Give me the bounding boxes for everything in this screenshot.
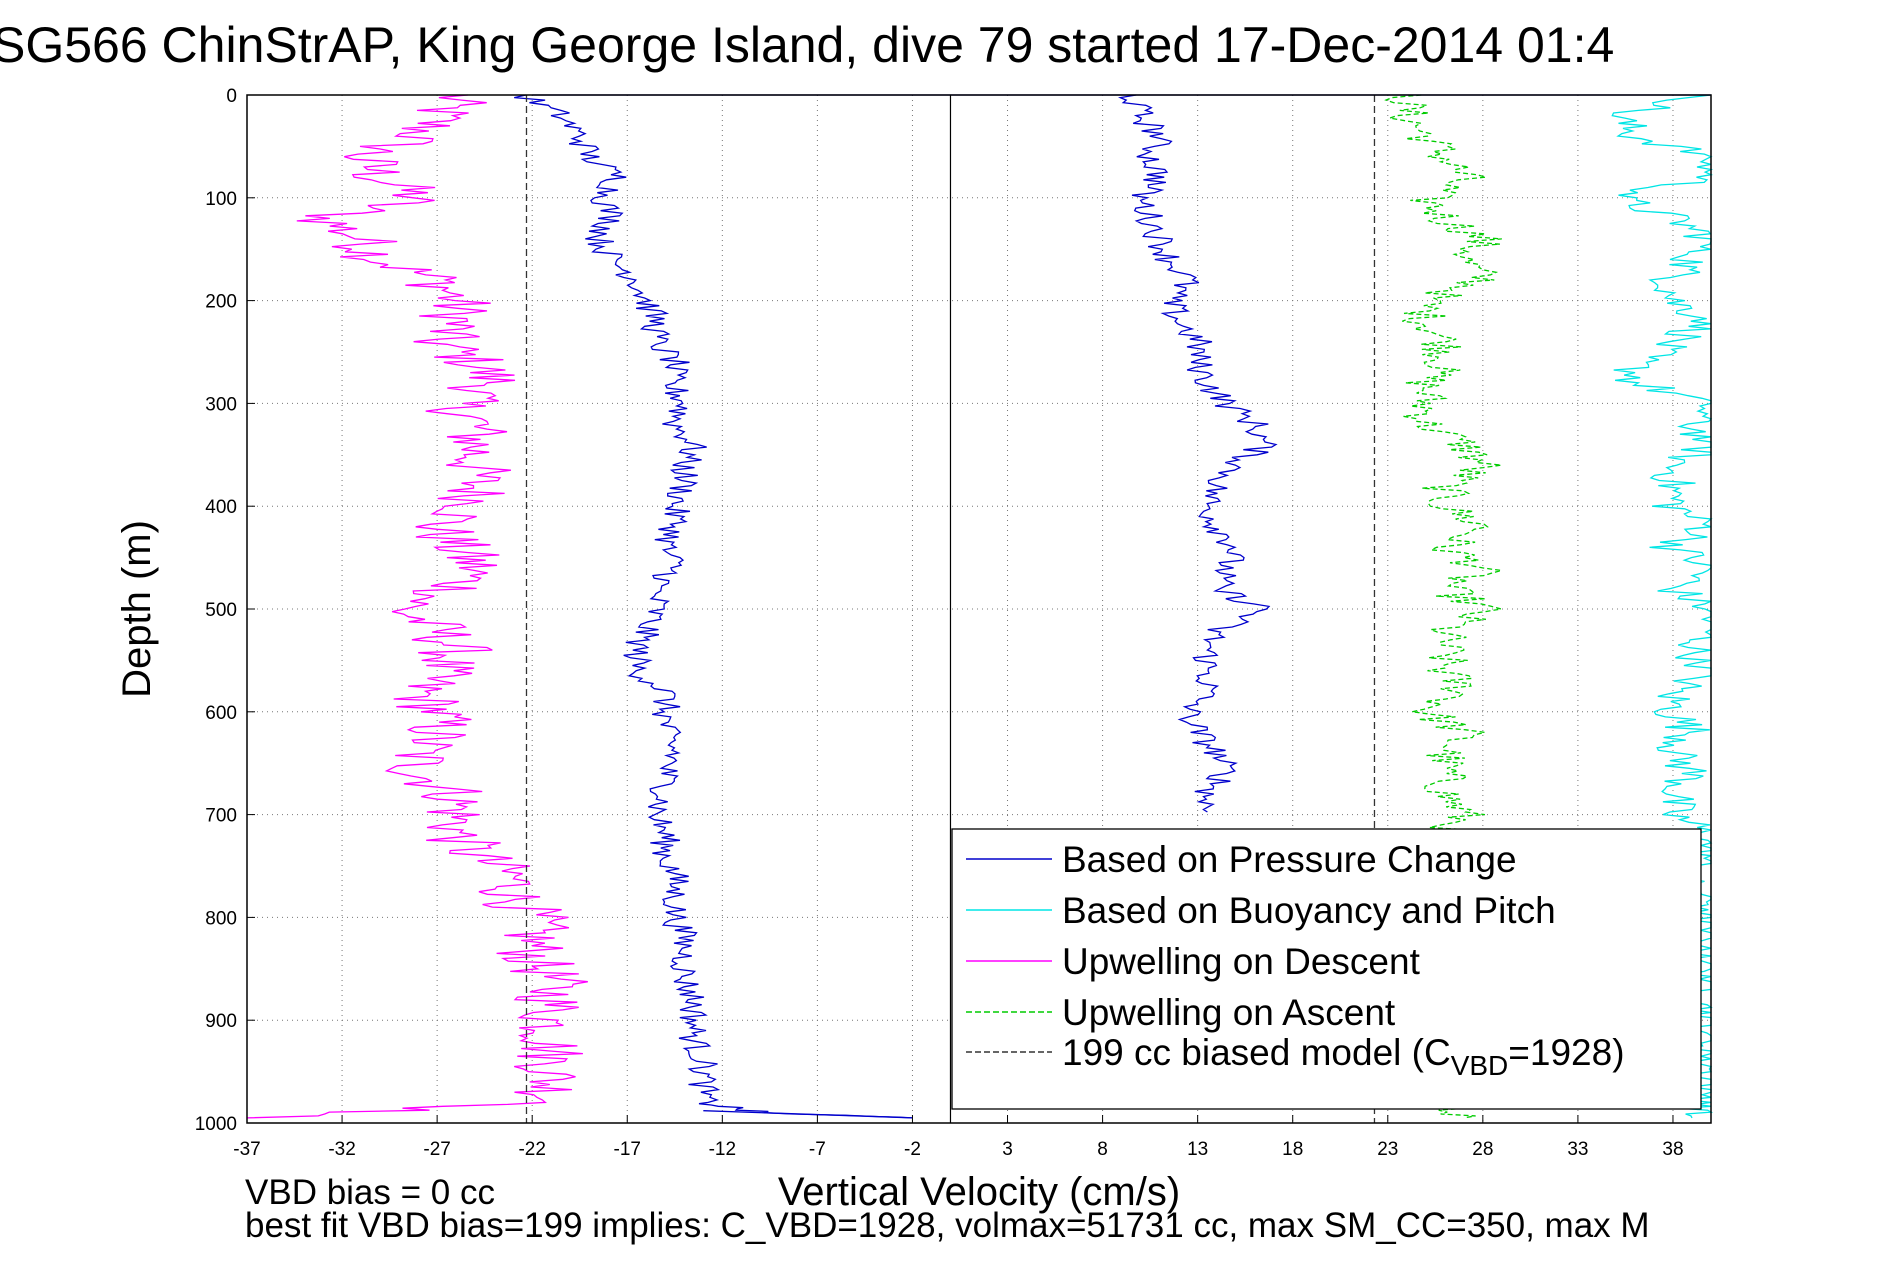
legend-label: Based on Buoyancy and Pitch [1062,890,1556,931]
x-tick-label: 28 [1472,1139,1493,1160]
y-tick-label: 300 [205,394,237,415]
legend-label-suffix: =1928) [1508,1032,1624,1073]
y-axis-ticks: 0 100 200 300 400 500 600 700 800 900 1000 [195,86,255,1135]
legend-label: 199 cc biased model (CVBD=1928) [1062,1032,1625,1081]
legend-label-text: Upwelling on Ascent [1062,992,1396,1033]
y-tick-label: 600 [205,703,237,724]
bottom-transition-line [703,1110,913,1119]
legend-label-text: 199 cc biased model (C [1062,1032,1451,1073]
x-tick-label: 13 [1187,1139,1208,1160]
series-pressure-change-descent [514,94,913,1119]
legend-label-subscript: VBD [1451,1050,1509,1081]
x-tick-label: -27 [423,1139,450,1160]
x-tick-label: -22 [518,1139,545,1160]
legend-label: Based on Pressure Change [1062,839,1517,880]
x-tick-label: 8 [1097,1139,1108,1160]
y-tick-label: 100 [205,189,237,210]
chart-title: SG566 ChinStrAP, King George Island, div… [0,17,1614,73]
series-upwelling-ascent [1384,94,1502,1119]
legend-label-text: Based on Pressure Change [1062,839,1517,880]
legend: Based on Pressure Change Based on Buoyanc… [951,828,1702,1110]
y-tick-label: 800 [205,908,237,929]
x-tick-label: -12 [709,1139,736,1160]
x-tick-label: 38 [1662,1139,1683,1160]
x-tick-label: -32 [328,1139,355,1160]
best-fit-annotation: best fit VBD bias=199 implies: C_VBD=192… [245,1206,1650,1245]
y-tick-label: 500 [205,600,237,621]
y-tick-label: 200 [205,292,237,313]
x-tick-label: 3 [1002,1139,1013,1160]
y-tick-label: 700 [205,806,237,827]
y-axis-title: Depth (m) [115,520,159,698]
x-tick-label: 18 [1282,1139,1303,1160]
x-axis-title: Vertical Velocity (cm/s) [778,1170,1180,1214]
x-tick-label: 33 [1567,1139,1588,1160]
x-axis-ticks: -37 -32 -27 -22 -17 -12 -7 -2 3 8 13 18 23 28 33 38 [233,1115,1684,1160]
legend-label-text: Upwelling on Descent [1062,941,1421,982]
x-tick-label: 23 [1377,1139,1398,1160]
series-upwelling-descent [246,94,588,1119]
x-tick-label: -17 [614,1139,641,1160]
legend-box [951,828,1702,1110]
y-tick-label: 400 [205,497,237,518]
legend-label-text: Based on Buoyancy and Pitch [1062,890,1556,931]
y-tick-label: 0 [226,86,237,107]
x-tick-label: -7 [809,1139,826,1160]
y-tick-label: 900 [205,1011,237,1032]
x-tick-label: -37 [233,1139,260,1160]
vbd-bias-annotation: VBD bias = 0 cc [245,1173,495,1212]
series-pressure-change-ascent [1117,94,1278,813]
y-tick-label: 1000 [195,1114,237,1135]
reference-lines [525,95,1376,1123]
legend-label: Upwelling on Ascent [1062,992,1396,1033]
x-tick-label: -2 [904,1139,921,1160]
legend-label: Upwelling on Descent [1062,941,1421,982]
